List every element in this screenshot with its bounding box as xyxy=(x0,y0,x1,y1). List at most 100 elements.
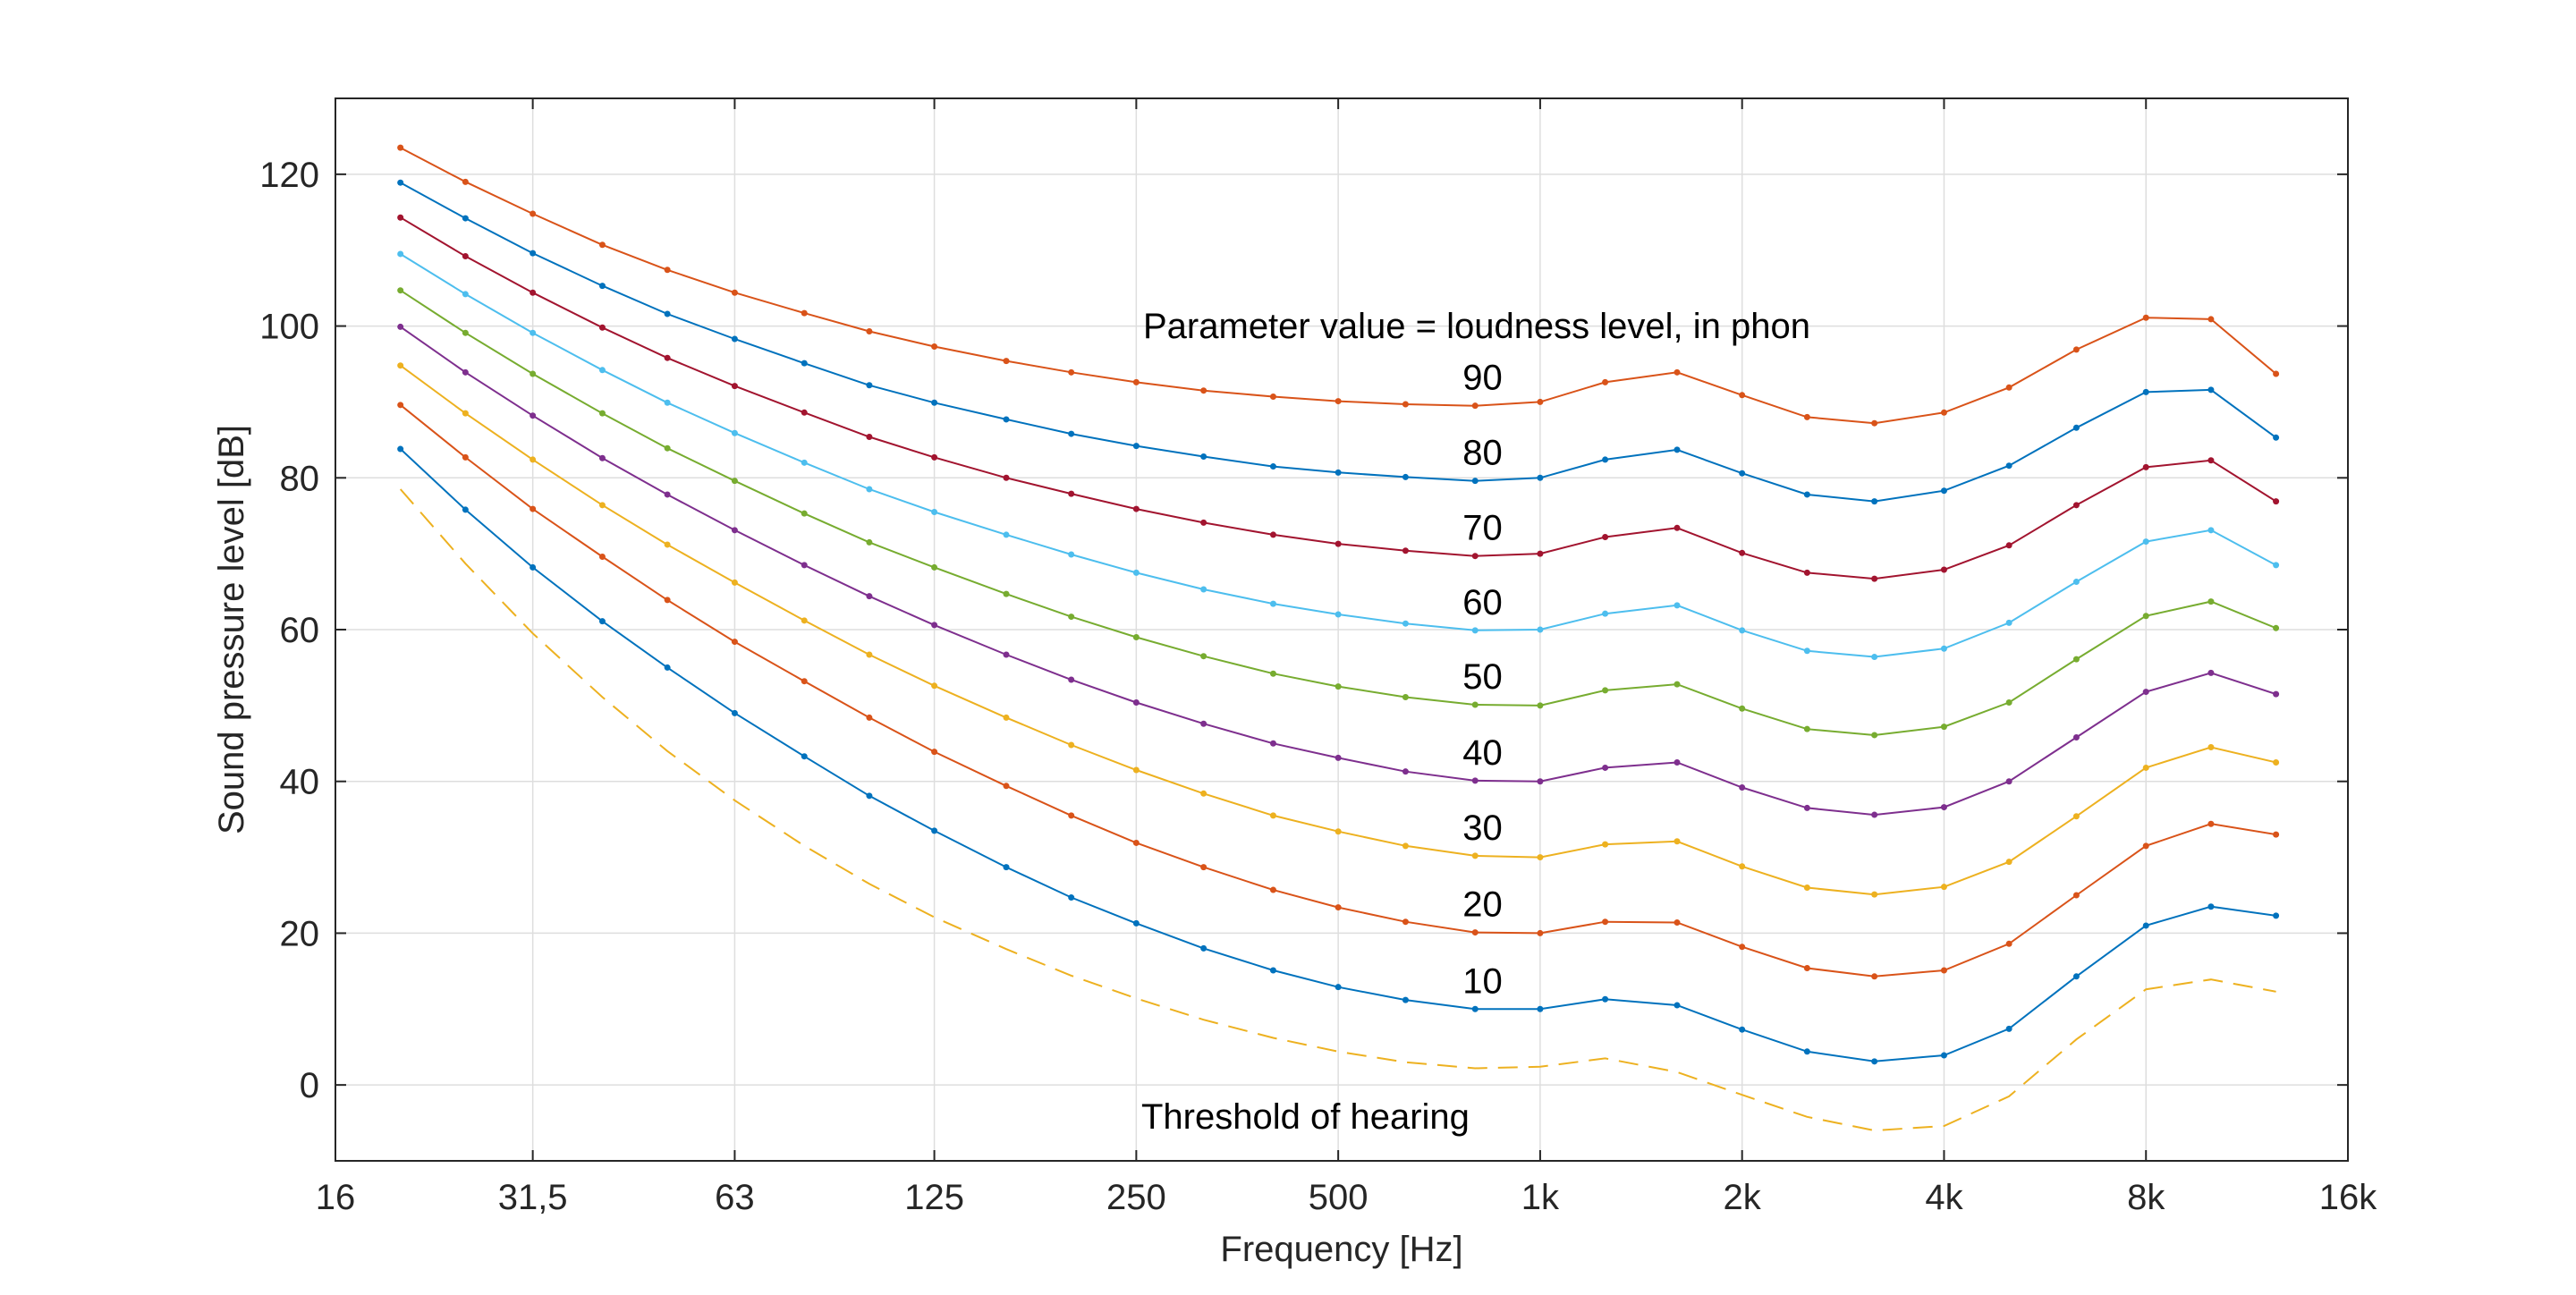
data-point xyxy=(2072,813,2080,820)
data-point xyxy=(731,709,738,716)
data-point xyxy=(731,335,738,343)
data-point xyxy=(1471,553,1479,560)
data-point xyxy=(866,651,873,658)
data-point xyxy=(2005,462,2012,470)
data-point xyxy=(1471,701,1479,708)
data-point xyxy=(1537,854,1544,861)
data-point xyxy=(1739,1026,1746,1033)
data-point xyxy=(530,210,537,217)
data-point xyxy=(397,362,404,369)
data-point xyxy=(1674,838,1681,845)
data-point xyxy=(1269,740,1276,747)
data-point xyxy=(731,527,738,534)
data-point xyxy=(1068,676,1075,683)
data-point xyxy=(2072,892,2080,899)
data-point xyxy=(1537,778,1544,785)
data-point xyxy=(1940,487,1947,495)
data-point xyxy=(1269,812,1276,819)
data-point xyxy=(2072,733,2080,741)
data-point xyxy=(2273,690,2280,698)
data-point xyxy=(1335,683,1342,690)
curve-label-90: 90 xyxy=(1462,359,1503,398)
data-point xyxy=(1803,1048,1810,1055)
ticks: 16 31,5 63 125 250 500 1k 2k 4k 8k 16k 0 20 40 60 80 100… xyxy=(259,98,2377,1217)
data-point xyxy=(1537,702,1544,709)
data-point xyxy=(1132,443,1140,450)
data-point xyxy=(801,510,808,517)
data-point xyxy=(2142,538,2149,546)
data-point xyxy=(462,329,469,336)
data-point xyxy=(1200,944,1208,952)
data-point xyxy=(1132,569,1140,576)
data-point xyxy=(598,554,606,561)
data-point xyxy=(2142,922,2149,929)
data-point xyxy=(1200,720,1208,727)
data-point xyxy=(1402,996,1409,1003)
data-point xyxy=(1674,446,1681,453)
data-point xyxy=(1068,490,1075,497)
data-point xyxy=(1871,891,1878,898)
data-point xyxy=(530,329,537,336)
data-point xyxy=(1871,654,1878,661)
data-point xyxy=(1471,929,1479,936)
data-point xyxy=(731,579,738,586)
data-point xyxy=(2142,613,2149,620)
data-point xyxy=(598,410,606,417)
data-point xyxy=(397,250,404,258)
data-point xyxy=(1200,790,1208,797)
data-point xyxy=(1940,804,1947,811)
data-point xyxy=(2072,656,2080,663)
data-point xyxy=(1200,653,1208,660)
data-point xyxy=(1940,409,1947,416)
data-point xyxy=(1803,725,1810,732)
data-point xyxy=(2142,314,2149,321)
data-point xyxy=(1602,610,1609,617)
data-point xyxy=(1871,811,1878,818)
data-point xyxy=(462,215,469,222)
data-point xyxy=(2072,502,2080,509)
data-point xyxy=(2005,698,2012,706)
data-point xyxy=(866,486,873,493)
data-point xyxy=(1940,1052,1947,1059)
data-point xyxy=(1068,741,1075,749)
data-point xyxy=(801,409,808,416)
data-point xyxy=(1674,524,1681,531)
curve-label-20: 20 xyxy=(1462,885,1503,925)
data-point xyxy=(2207,669,2215,676)
data-point xyxy=(1132,766,1140,774)
data-point xyxy=(931,682,938,690)
data-point xyxy=(1602,764,1609,771)
data-point xyxy=(1940,566,1947,573)
data-point xyxy=(2273,562,2280,569)
data-point xyxy=(1739,627,1746,634)
data-point xyxy=(1003,358,1010,365)
data-point xyxy=(1739,784,1746,791)
data-point xyxy=(2142,842,2149,850)
data-point xyxy=(1471,1005,1479,1012)
data-point xyxy=(931,453,938,461)
data-point xyxy=(1068,551,1075,558)
data-point xyxy=(1335,984,1342,991)
data-point xyxy=(530,370,537,377)
x-axis-label: Frequency [Hz] xyxy=(1220,1230,1462,1269)
data-point xyxy=(397,402,404,409)
data-point xyxy=(1132,378,1140,385)
data-point xyxy=(2005,619,2012,626)
data-point xyxy=(1200,387,1208,394)
data-point xyxy=(2207,316,2215,323)
data-point xyxy=(2072,346,2080,353)
data-point xyxy=(1602,918,1609,926)
x-tick-label: 16k xyxy=(2319,1178,2377,1217)
data-point xyxy=(731,383,738,390)
data-point xyxy=(1200,453,1208,461)
data-point xyxy=(2207,598,2215,605)
data-point xyxy=(462,506,469,513)
x-tick-label: 8k xyxy=(2127,1178,2165,1217)
data-point xyxy=(462,178,469,185)
data-point xyxy=(1335,754,1342,761)
data-point xyxy=(2207,820,2215,827)
data-point xyxy=(598,324,606,331)
data-point xyxy=(2207,903,2215,910)
data-point xyxy=(801,753,808,760)
data-point xyxy=(1739,549,1746,556)
